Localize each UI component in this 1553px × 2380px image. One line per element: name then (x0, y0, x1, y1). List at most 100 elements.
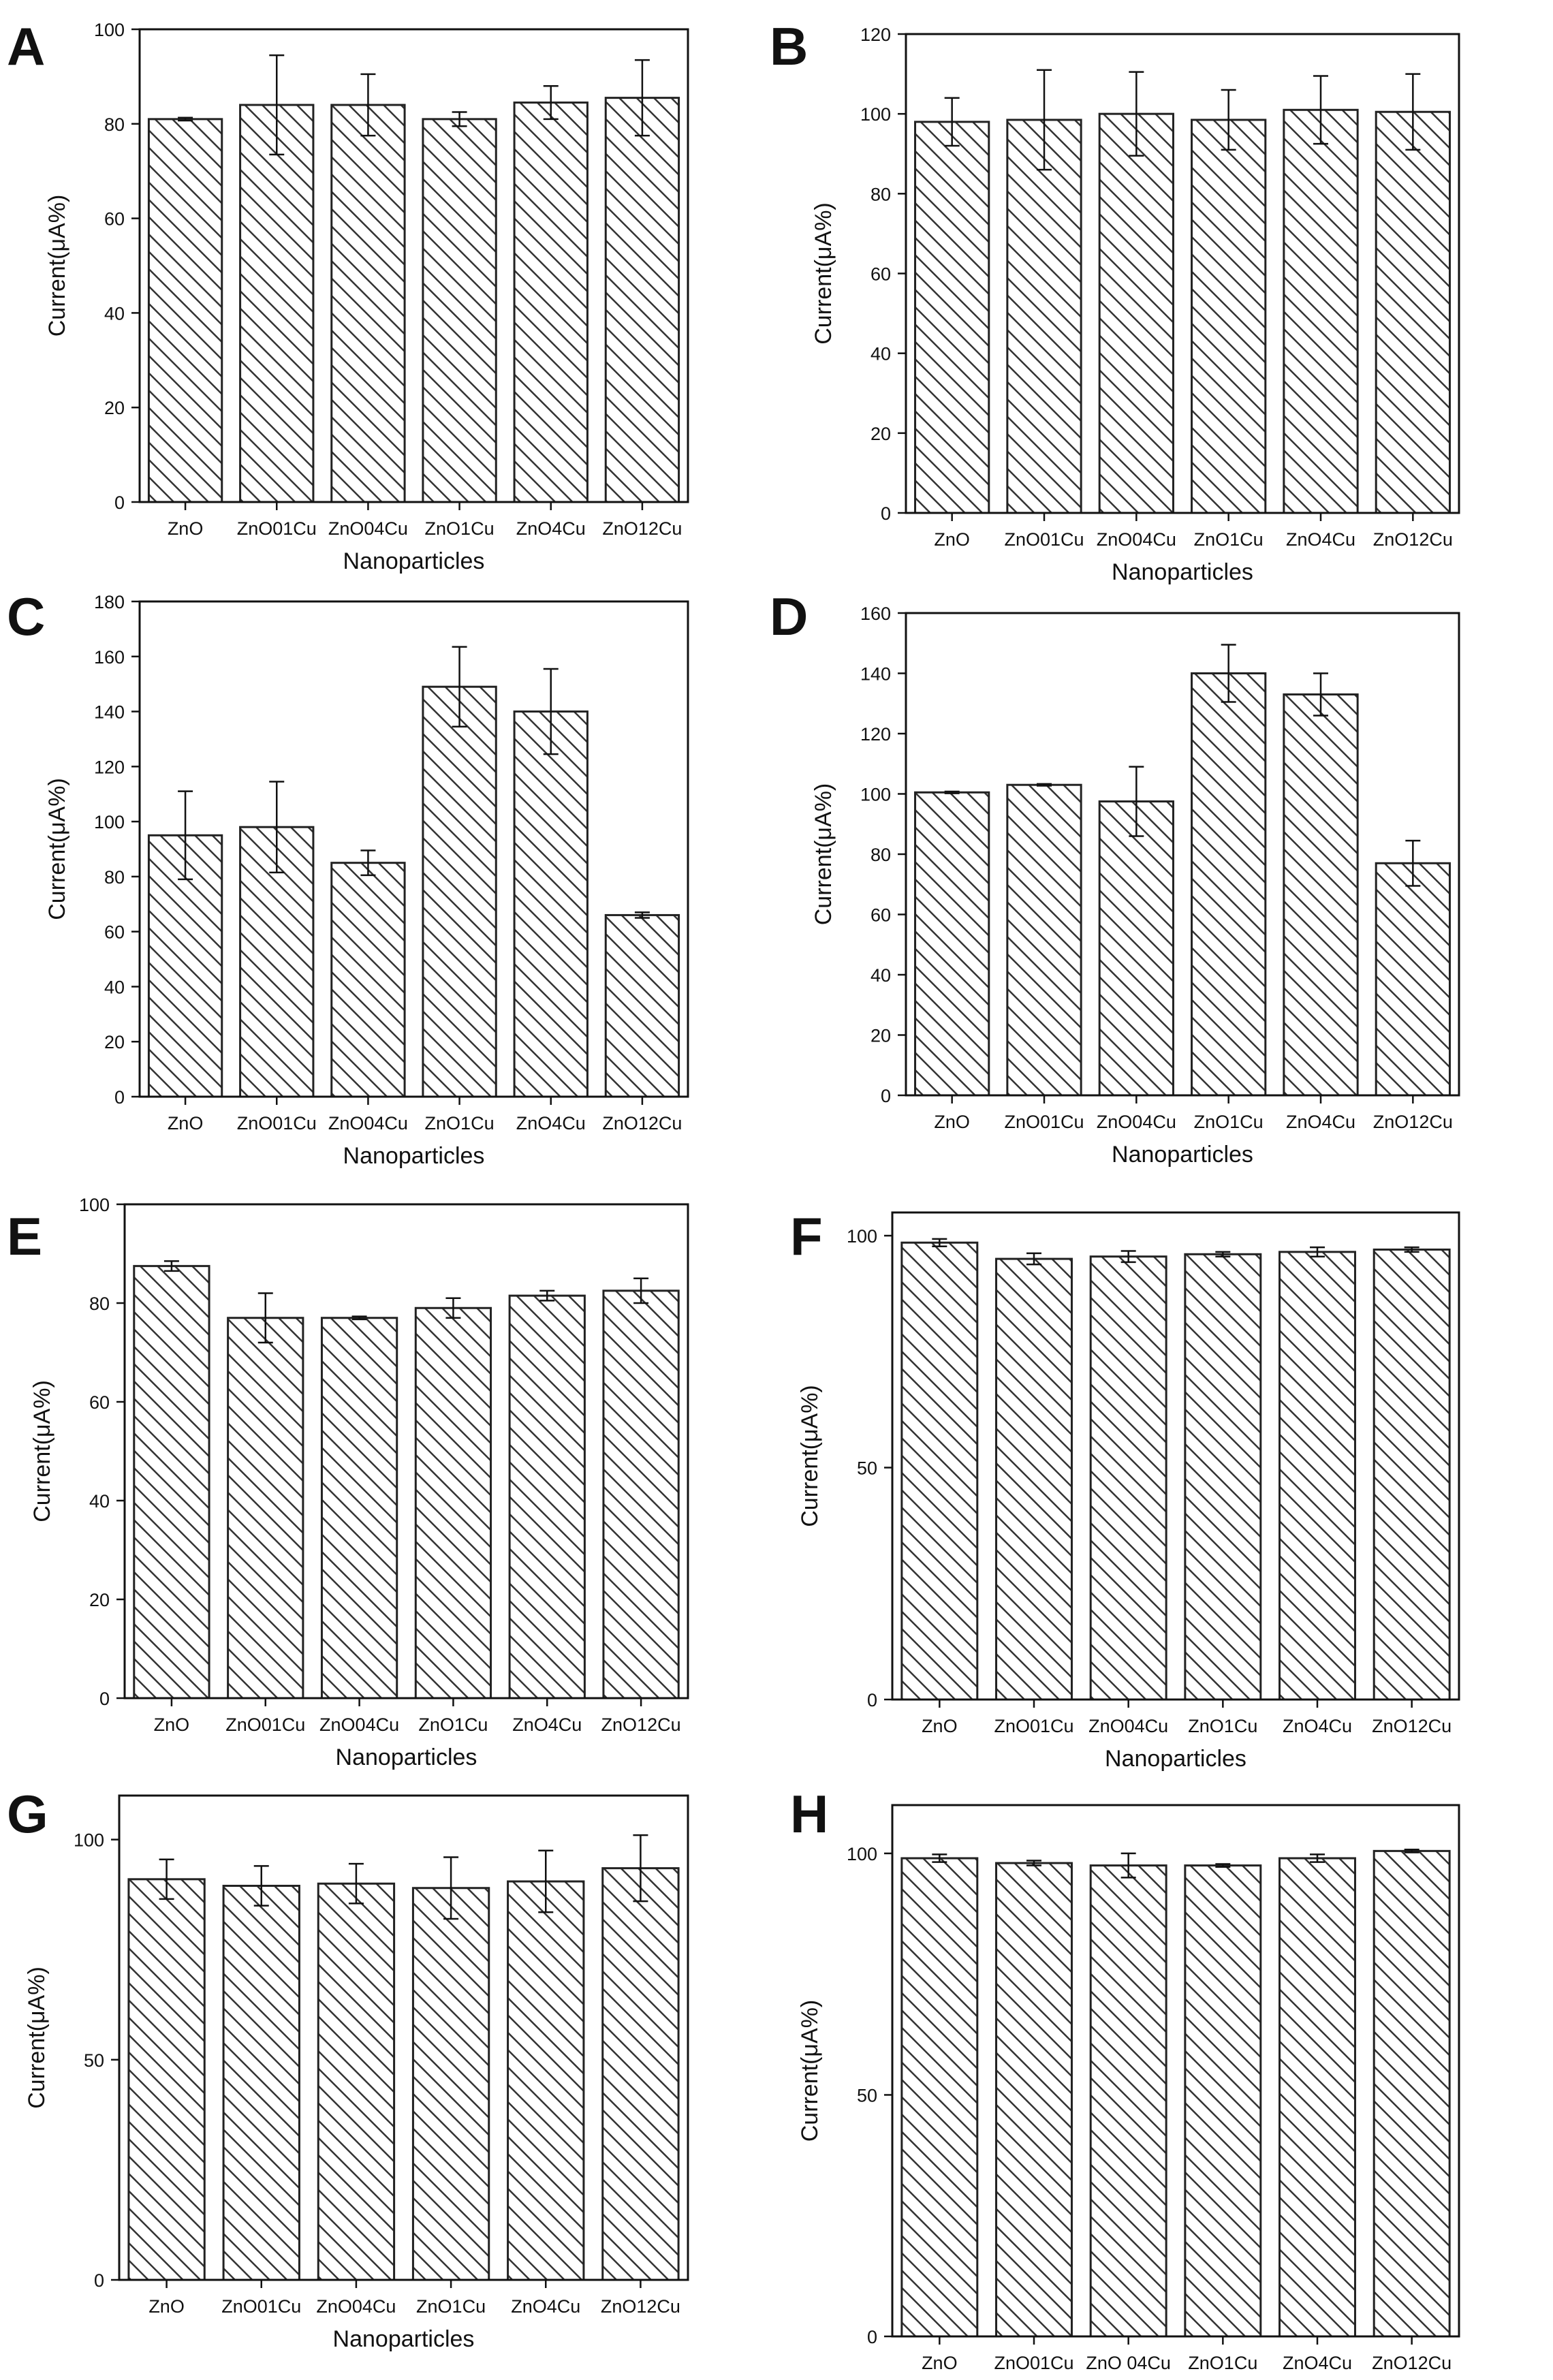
bar-a-4 (422, 118, 497, 503)
bar-b-6 (1375, 110, 1451, 514)
y-tick-label-c: 120 (94, 757, 125, 777)
x-tick-label-e-4: ZnO1Cu (418, 1714, 488, 1735)
y-axis-title-a: Current(μA%) (44, 195, 70, 337)
y-tick-label-b: 40 (870, 344, 891, 364)
bar-f-5 (1279, 1251, 1356, 1701)
x-tick-label-b-4: ZnO1Cu (1194, 529, 1264, 550)
x-tick-label-b-6: ZnO12Cu (1373, 529, 1453, 550)
bar-b-5 (1283, 108, 1359, 514)
x-tick-label-e-2: ZnO01Cu (225, 1714, 305, 1735)
bar-c-6 (604, 913, 680, 1098)
y-tick-label-c: 80 (104, 867, 125, 888)
y-tick-label-g: 50 (84, 2050, 104, 2071)
panel-e: E ZnO ZnO01Cu ZnO04Cu ZnO1Cu ZnO4Cu ZnO12Cu 0 20… (7, 1195, 689, 1770)
error-bar-a-3 (360, 73, 376, 137)
bar-f-4 (1184, 1253, 1262, 1701)
y-axis-title-e: Current(μA%) (29, 1380, 55, 1522)
y-tick-label-a: 60 (104, 209, 125, 230)
y-tick-label-c: 0 (114, 1087, 125, 1108)
y-tick-label-d: 80 (870, 845, 891, 865)
y-tick-label-f: 100 (847, 1226, 877, 1247)
y-tick-label-b: 0 (881, 503, 891, 524)
error-bar-d-5 (1313, 672, 1328, 717)
bar-f-6 (1372, 1248, 1451, 1701)
y-tick-label-g: 0 (94, 2270, 104, 2291)
x-tick-label-d-3: ZnO04Cu (1097, 1112, 1176, 1132)
error-bar-g-3 (348, 1862, 364, 1905)
error-bar-e-1 (163, 1260, 179, 1272)
panel-c: C ZnO ZnO01Cu ZnO04Cu ZnO1Cu ZnO4Cu ZnO12Cu 0 20… (7, 586, 689, 1169)
bar-d-3 (1098, 800, 1174, 1097)
x-tick-label-c-3: ZnO04Cu (328, 1113, 408, 1133)
bar-a-6 (604, 97, 680, 503)
bar-g-6 (601, 1867, 680, 2281)
error-bar-f-5 (1310, 1246, 1325, 1257)
bar-f-1 (900, 1241, 979, 1701)
bar-a-1 (147, 118, 223, 503)
y-tick-label-b: 120 (860, 25, 891, 45)
y-tick-label-c: 180 (94, 592, 125, 612)
error-bar-h-5 (1310, 1853, 1325, 1863)
error-bar-g-4 (443, 1856, 459, 1920)
error-bar-e-5 (539, 1289, 555, 1302)
y-tick-label-b: 20 (870, 424, 891, 444)
error-bar-f-1 (932, 1238, 947, 1247)
bar-d-4 (1191, 672, 1267, 1097)
panel-d: D ZnO ZnO01Cu ZnO04Cu ZnO1Cu ZnO4Cu ZnO12Cu 0 20… (770, 586, 1460, 1168)
x-tick-label-f-2: ZnO01Cu (994, 1716, 1073, 1736)
x-tick-label-g-4: ZnO1Cu (416, 2296, 486, 2317)
x-tick-label-d-1: ZnO (934, 1112, 970, 1132)
x-tick-label-c-6: ZnO12Cu (602, 1113, 682, 1133)
panel-h: H ZnO ZnO01Cu ZnO 04Cu ZnO1Cu ZnO4Cu ZnO12Cu 0 5… (790, 1784, 1460, 2373)
panel-b: B ZnO ZnO01Cu ZnO04Cu ZnO1Cu ZnO4Cu ZnO12Cu 0 20… (770, 16, 1460, 585)
y-tick-label-d: 160 (860, 604, 891, 624)
bar-b-4 (1191, 119, 1267, 514)
error-bar-h-3 (1120, 1852, 1136, 1879)
bar-g-4 (411, 1887, 490, 2281)
bar-g-2 (222, 1885, 300, 2281)
x-tick-label-c-2: ZnO01Cu (237, 1113, 317, 1133)
y-axis-title-h: Current(μA%) (797, 2000, 823, 2142)
error-bar-f-6 (1404, 1246, 1419, 1253)
panel-label-b: B (770, 16, 808, 76)
y-tick-label-c: 40 (104, 977, 125, 997)
bar-d-2 (1006, 783, 1082, 1097)
y-tick-label-f: 0 (867, 1690, 877, 1710)
y-tick-label-e: 80 (89, 1294, 110, 1314)
error-bar-e-6 (633, 1277, 649, 1304)
y-tick-label-e: 40 (89, 1491, 110, 1512)
bar-h-5 (1279, 1857, 1356, 2338)
y-tick-label-b: 80 (870, 184, 891, 204)
error-bar-d-6 (1405, 839, 1421, 887)
y-axis-title-g: Current(μA%) (24, 1967, 50, 2109)
panel-g: G ZnO ZnO01Cu ZnO04Cu ZnO1Cu ZnO4Cu ZnO12Cu 0 50… (7, 1784, 689, 2352)
error-bar-c-6 (634, 911, 650, 919)
x-tick-label-f-4: ZnO1Cu (1188, 1716, 1257, 1736)
y-tick-label-d: 40 (870, 965, 891, 986)
error-bar-b-3 (1129, 71, 1144, 157)
error-bar-d-2 (1037, 783, 1052, 787)
x-axis-title-a: Nanoparticles (343, 548, 485, 574)
plot-frame-d (905, 612, 1460, 1097)
y-tick-label-d: 140 (860, 664, 891, 685)
plot-frame-g (118, 1794, 689, 2281)
bar-h-3 (1089, 1864, 1167, 2338)
x-tick-label-c-4: ZnO1Cu (425, 1113, 495, 1133)
y-tick-label-h: 0 (867, 2327, 877, 2347)
bar-f-3 (1089, 1255, 1167, 1701)
bar-h-4 (1184, 1864, 1262, 2338)
x-tick-label-e-1: ZnO (154, 1714, 190, 1735)
bar-f-2 (995, 1257, 1073, 1701)
error-bar-g-1 (159, 1858, 174, 1900)
error-bar-b-6 (1405, 73, 1421, 151)
error-bar-c-5 (543, 668, 559, 755)
y-tick-label-c: 60 (104, 922, 125, 943)
y-tick-label-d: 0 (881, 1086, 891, 1106)
x-tick-label-f-6: ZnO12Cu (1372, 1716, 1452, 1736)
plot-frame-b (905, 33, 1460, 514)
plot-frame-a (138, 28, 689, 503)
x-tick-label-h-5: ZnO4Cu (1283, 2353, 1352, 2373)
plot-frame-f (891, 1211, 1460, 1701)
x-tick-label-h-4: ZnO1Cu (1188, 2353, 1257, 2373)
